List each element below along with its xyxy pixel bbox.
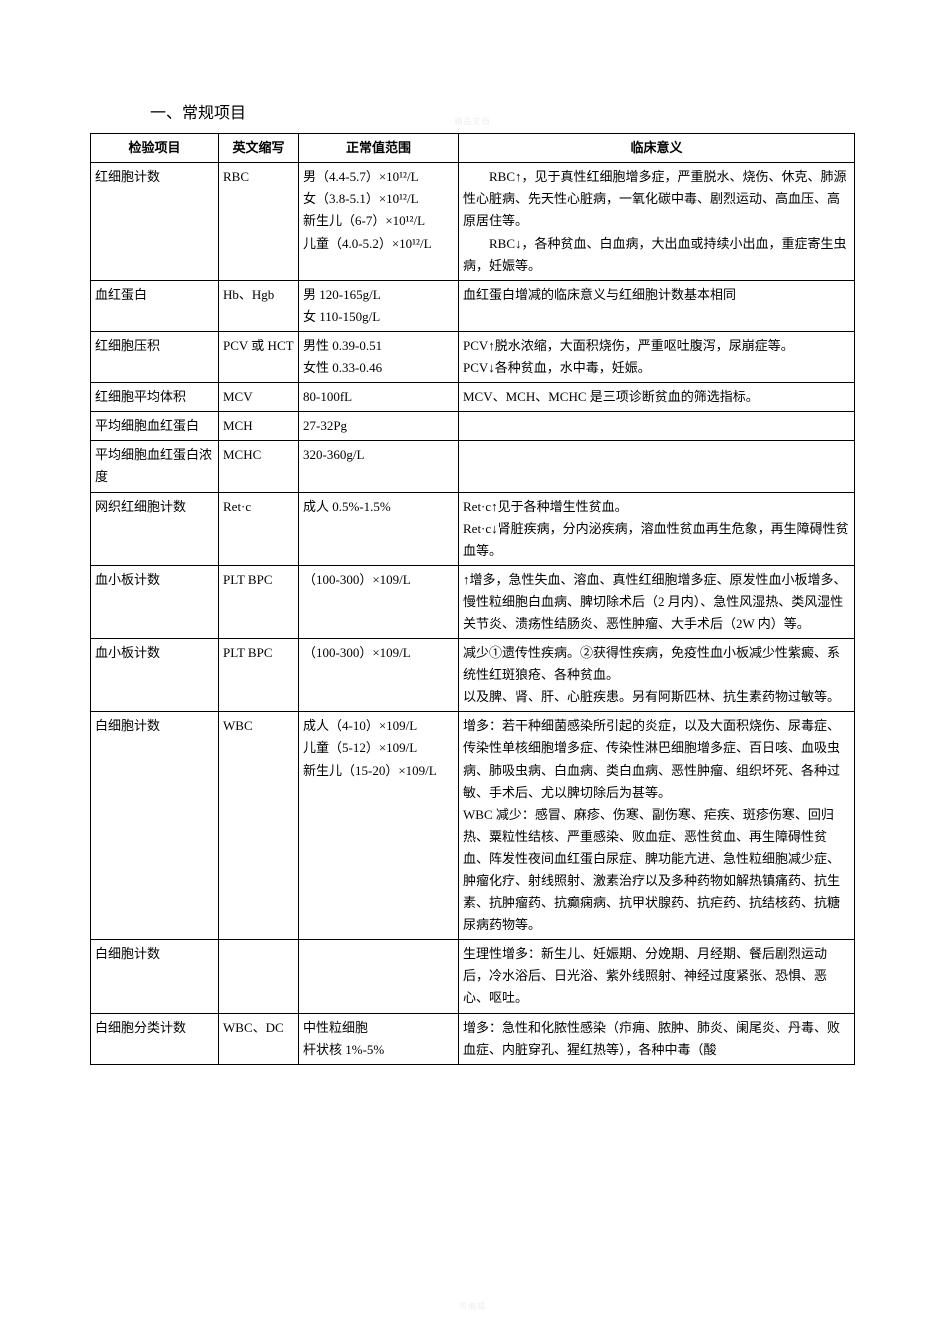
cell-item: 血红蛋白	[91, 280, 219, 331]
cell-range: （100-300）×109/L	[299, 639, 459, 712]
cell-item: 红细胞压积	[91, 331, 219, 382]
cell-item: 血小板计数	[91, 639, 219, 712]
cell-range: 成人 0.5%-1.5%	[299, 492, 459, 565]
cell-abbrev: RBC	[219, 163, 299, 280]
table-row: 平均细胞血红蛋白MCH27-32Pg	[91, 412, 855, 441]
cell-range: 男 120-165g/L女 110-150g/L	[299, 280, 459, 331]
range-line: 中性粒细胞	[303, 1017, 454, 1039]
cell-abbrev: MCV	[219, 383, 299, 412]
cell-meaning: PCV↑脱水浓缩，大面积烧伤，严重呕吐腹泻，尿崩症等。PCV↓各种贫血，水中毒，…	[459, 331, 855, 382]
cell-range: 80-100fL	[299, 383, 459, 412]
cell-item: 平均细胞血红蛋白浓度	[91, 441, 219, 492]
th-abbrev: 英文缩写	[219, 134, 299, 163]
cell-abbrev: MCHC	[219, 441, 299, 492]
range-line: 杆状核 1%-5%	[303, 1039, 454, 1061]
cell-abbrev: MCH	[219, 412, 299, 441]
cell-meaning: 血红蛋白增减的临床意义与红细胞计数基本相同	[459, 280, 855, 331]
cell-abbrev: Ret·c	[219, 492, 299, 565]
range-line: （100-300）×109/L	[303, 642, 454, 664]
th-item: 检验项目	[91, 134, 219, 163]
cell-meaning: RBC↑，见于真性红细胞增多症，严重脱水、烧伤、休克、肺源性心脏病、先天性心脏病…	[459, 163, 855, 280]
range-line: 男（4.4-5.7）×10¹²/L	[303, 166, 454, 188]
range-line: 320-360g/L	[303, 444, 454, 466]
table-row: 网织红细胞计数Ret·c成人 0.5%-1.5%Ret·c↑见于各种增生性贫血。…	[91, 492, 855, 565]
table-row: 白细胞计数 生理性增多：新生儿、妊娠期、分娩期、月经期、餐后剧烈运动后，冷水浴后、…	[91, 940, 855, 1013]
cell-meaning: 增多：急性和化脓性感染（疖痈、脓肿、肺炎、阑尾炎、丹毒、败血症、内脏穿孔、猩红热…	[459, 1013, 855, 1064]
th-meaning: 临床意义	[459, 134, 855, 163]
cell-item: 白细胞分类计数	[91, 1013, 219, 1064]
cell-range: 320-360g/L	[299, 441, 459, 492]
range-line: 女 110-150g/L	[303, 306, 454, 328]
cell-abbrev: PLT BPC	[219, 565, 299, 638]
cell-abbrev: Hb、Hgb	[219, 280, 299, 331]
table-row: 平均细胞血红蛋白浓度MCHC320-360g/L	[91, 441, 855, 492]
range-line: （100-300）×109/L	[303, 569, 454, 591]
cell-item: 白细胞计数	[91, 940, 219, 1013]
th-range: 正常值范围	[299, 134, 459, 163]
range-line: 儿童（5-12）×109/L	[303, 737, 454, 759]
cell-item: 血小板计数	[91, 565, 219, 638]
range-line: 男 120-165g/L	[303, 284, 454, 306]
cell-meaning	[459, 412, 855, 441]
cell-range: 男性 0.39-0.51女性 0.33-0.46	[299, 331, 459, 382]
medical-reference-table: 检验项目 英文缩写 正常值范围 临床意义 红细胞计数RBC男（4.4-5.7）×…	[90, 133, 855, 1065]
cell-range	[299, 940, 459, 1013]
cell-range: （100-300）×109/L	[299, 565, 459, 638]
range-line: 80-100fL	[303, 386, 454, 408]
table-row: 白细胞分类计数WBC、DC中性粒细胞杆状核 1%-5%增多：急性和化脓性感染（疖…	[91, 1013, 855, 1064]
watermark-bottom: 可编辑	[0, 1300, 945, 1314]
table-row: 血小板计数PLT BPC（100-300）×109/L减少①遗传性疾病。②获得性…	[91, 639, 855, 712]
cell-abbrev: WBC、DC	[219, 1013, 299, 1064]
cell-range: 27-32Pg	[299, 412, 459, 441]
cell-meaning: 增多：若干种细菌感染所引起的炎症，以及大面积烧伤、尿毒症、传染性单核细胞增多症、…	[459, 712, 855, 940]
cell-item: 平均细胞血红蛋白	[91, 412, 219, 441]
range-line: 新生儿（6-7）×10¹²/L	[303, 210, 454, 232]
section-title: 一、常规项目	[150, 100, 855, 127]
cell-meaning	[459, 441, 855, 492]
range-line: 女（3.8-5.1）×10¹²/L	[303, 188, 454, 210]
table-header-row: 检验项目 英文缩写 正常值范围 临床意义	[91, 134, 855, 163]
cell-item: 网织红细胞计数	[91, 492, 219, 565]
table-row: 血红蛋白Hb、Hgb男 120-165g/L女 110-150g/L血红蛋白增减…	[91, 280, 855, 331]
cell-range: 中性粒细胞杆状核 1%-5%	[299, 1013, 459, 1064]
range-line: 成人（4-10）×109/L	[303, 715, 454, 737]
table-row: 红细胞压积PCV 或 HCT男性 0.39-0.51女性 0.33-0.46PC…	[91, 331, 855, 382]
table-row: 白细胞计数WBC成人（4-10）×109/L儿童（5-12）×109/L新生儿（…	[91, 712, 855, 940]
cell-abbrev: PCV 或 HCT	[219, 331, 299, 382]
range-line: 女性 0.33-0.46	[303, 357, 454, 379]
table-row: 红细胞计数RBC男（4.4-5.7）×10¹²/L女（3.8-5.1）×10¹²…	[91, 163, 855, 280]
range-line: 27-32Pg	[303, 415, 454, 437]
table-row: 血小板计数PLT BPC（100-300）×109/L↑增多，急性失血、溶血、真…	[91, 565, 855, 638]
cell-meaning: Ret·c↑见于各种增生性贫血。Ret·c↓肾脏疾病，分内泌疾病，溶血性贫血再生…	[459, 492, 855, 565]
range-line: 成人 0.5%-1.5%	[303, 496, 454, 518]
table-row: 红细胞平均体积MCV80-100fLMCV、MCH、MCHC 是三项诊断贫血的筛…	[91, 383, 855, 412]
cell-abbrev	[219, 940, 299, 1013]
cell-range: 成人（4-10）×109/L儿童（5-12）×109/L新生儿（15-20）×1…	[299, 712, 459, 940]
cell-item: 红细胞平均体积	[91, 383, 219, 412]
cell-abbrev: PLT BPC	[219, 639, 299, 712]
cell-meaning: 减少①遗传性疾病。②获得性疾病，免疫性血小板减少性紫癜、系统性红斑狼疮、各种贫血…	[459, 639, 855, 712]
cell-abbrev: WBC	[219, 712, 299, 940]
cell-meaning: MCV、MCH、MCHC 是三项诊断贫血的筛选指标。	[459, 383, 855, 412]
cell-range: 男（4.4-5.7）×10¹²/L女（3.8-5.1）×10¹²/L新生儿（6-…	[299, 163, 459, 280]
cell-item: 红细胞计数	[91, 163, 219, 280]
range-line: 新生儿（15-20）×109/L	[303, 760, 454, 782]
range-line: 儿童（4.0-5.2）×10¹²/L	[303, 233, 454, 255]
cell-item: 白细胞计数	[91, 712, 219, 940]
cell-meaning: 生理性增多：新生儿、妊娠期、分娩期、月经期、餐后剧烈运动后，冷水浴后、日光浴、紫…	[459, 940, 855, 1013]
range-line: 男性 0.39-0.51	[303, 335, 454, 357]
cell-meaning: ↑增多，急性失血、溶血、真性红细胞增多症、原发性血小板增多、慢性粒细胞白血病、脾…	[459, 565, 855, 638]
